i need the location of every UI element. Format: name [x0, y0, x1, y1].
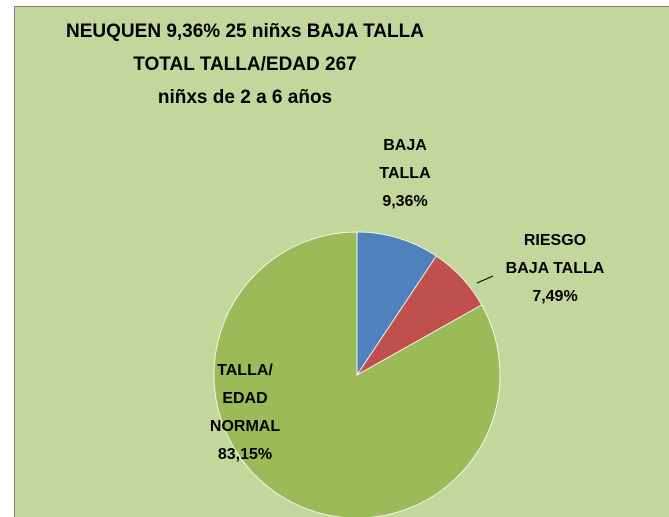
data-label-category: TALLA/EDAD NORMAL	[210, 362, 280, 435]
data-label-category: RIESGO BAJA TALLA	[506, 232, 605, 277]
chart-title: niñxs de 2 a 6 años	[158, 87, 332, 108]
chart-title: NEUQUEN 9,36% 25 niñxs BAJA TALLA	[66, 21, 424, 42]
data-label-value: 7,49%	[532, 288, 577, 305]
chart-title: TOTAL TALLA/EDAD 267	[133, 54, 356, 75]
label-line: NORMAL	[210, 418, 280, 435]
data-label-category: BAJA TALLA	[379, 137, 431, 182]
label-line: EDAD	[222, 390, 267, 407]
pie-slice	[356, 231, 437, 377]
data-label-value: 9,36%	[382, 193, 427, 210]
pie-slice	[213, 231, 501, 517]
data-label-value: 83,15%	[218, 446, 272, 463]
label-line: TALLA	[379, 165, 431, 182]
label-line: TALLA/	[217, 362, 273, 379]
label-line: RIESGO	[524, 232, 586, 249]
leader-line	[476, 275, 494, 284]
label-line: BAJA	[383, 137, 427, 154]
label-line: BAJA TALLA	[506, 260, 605, 277]
